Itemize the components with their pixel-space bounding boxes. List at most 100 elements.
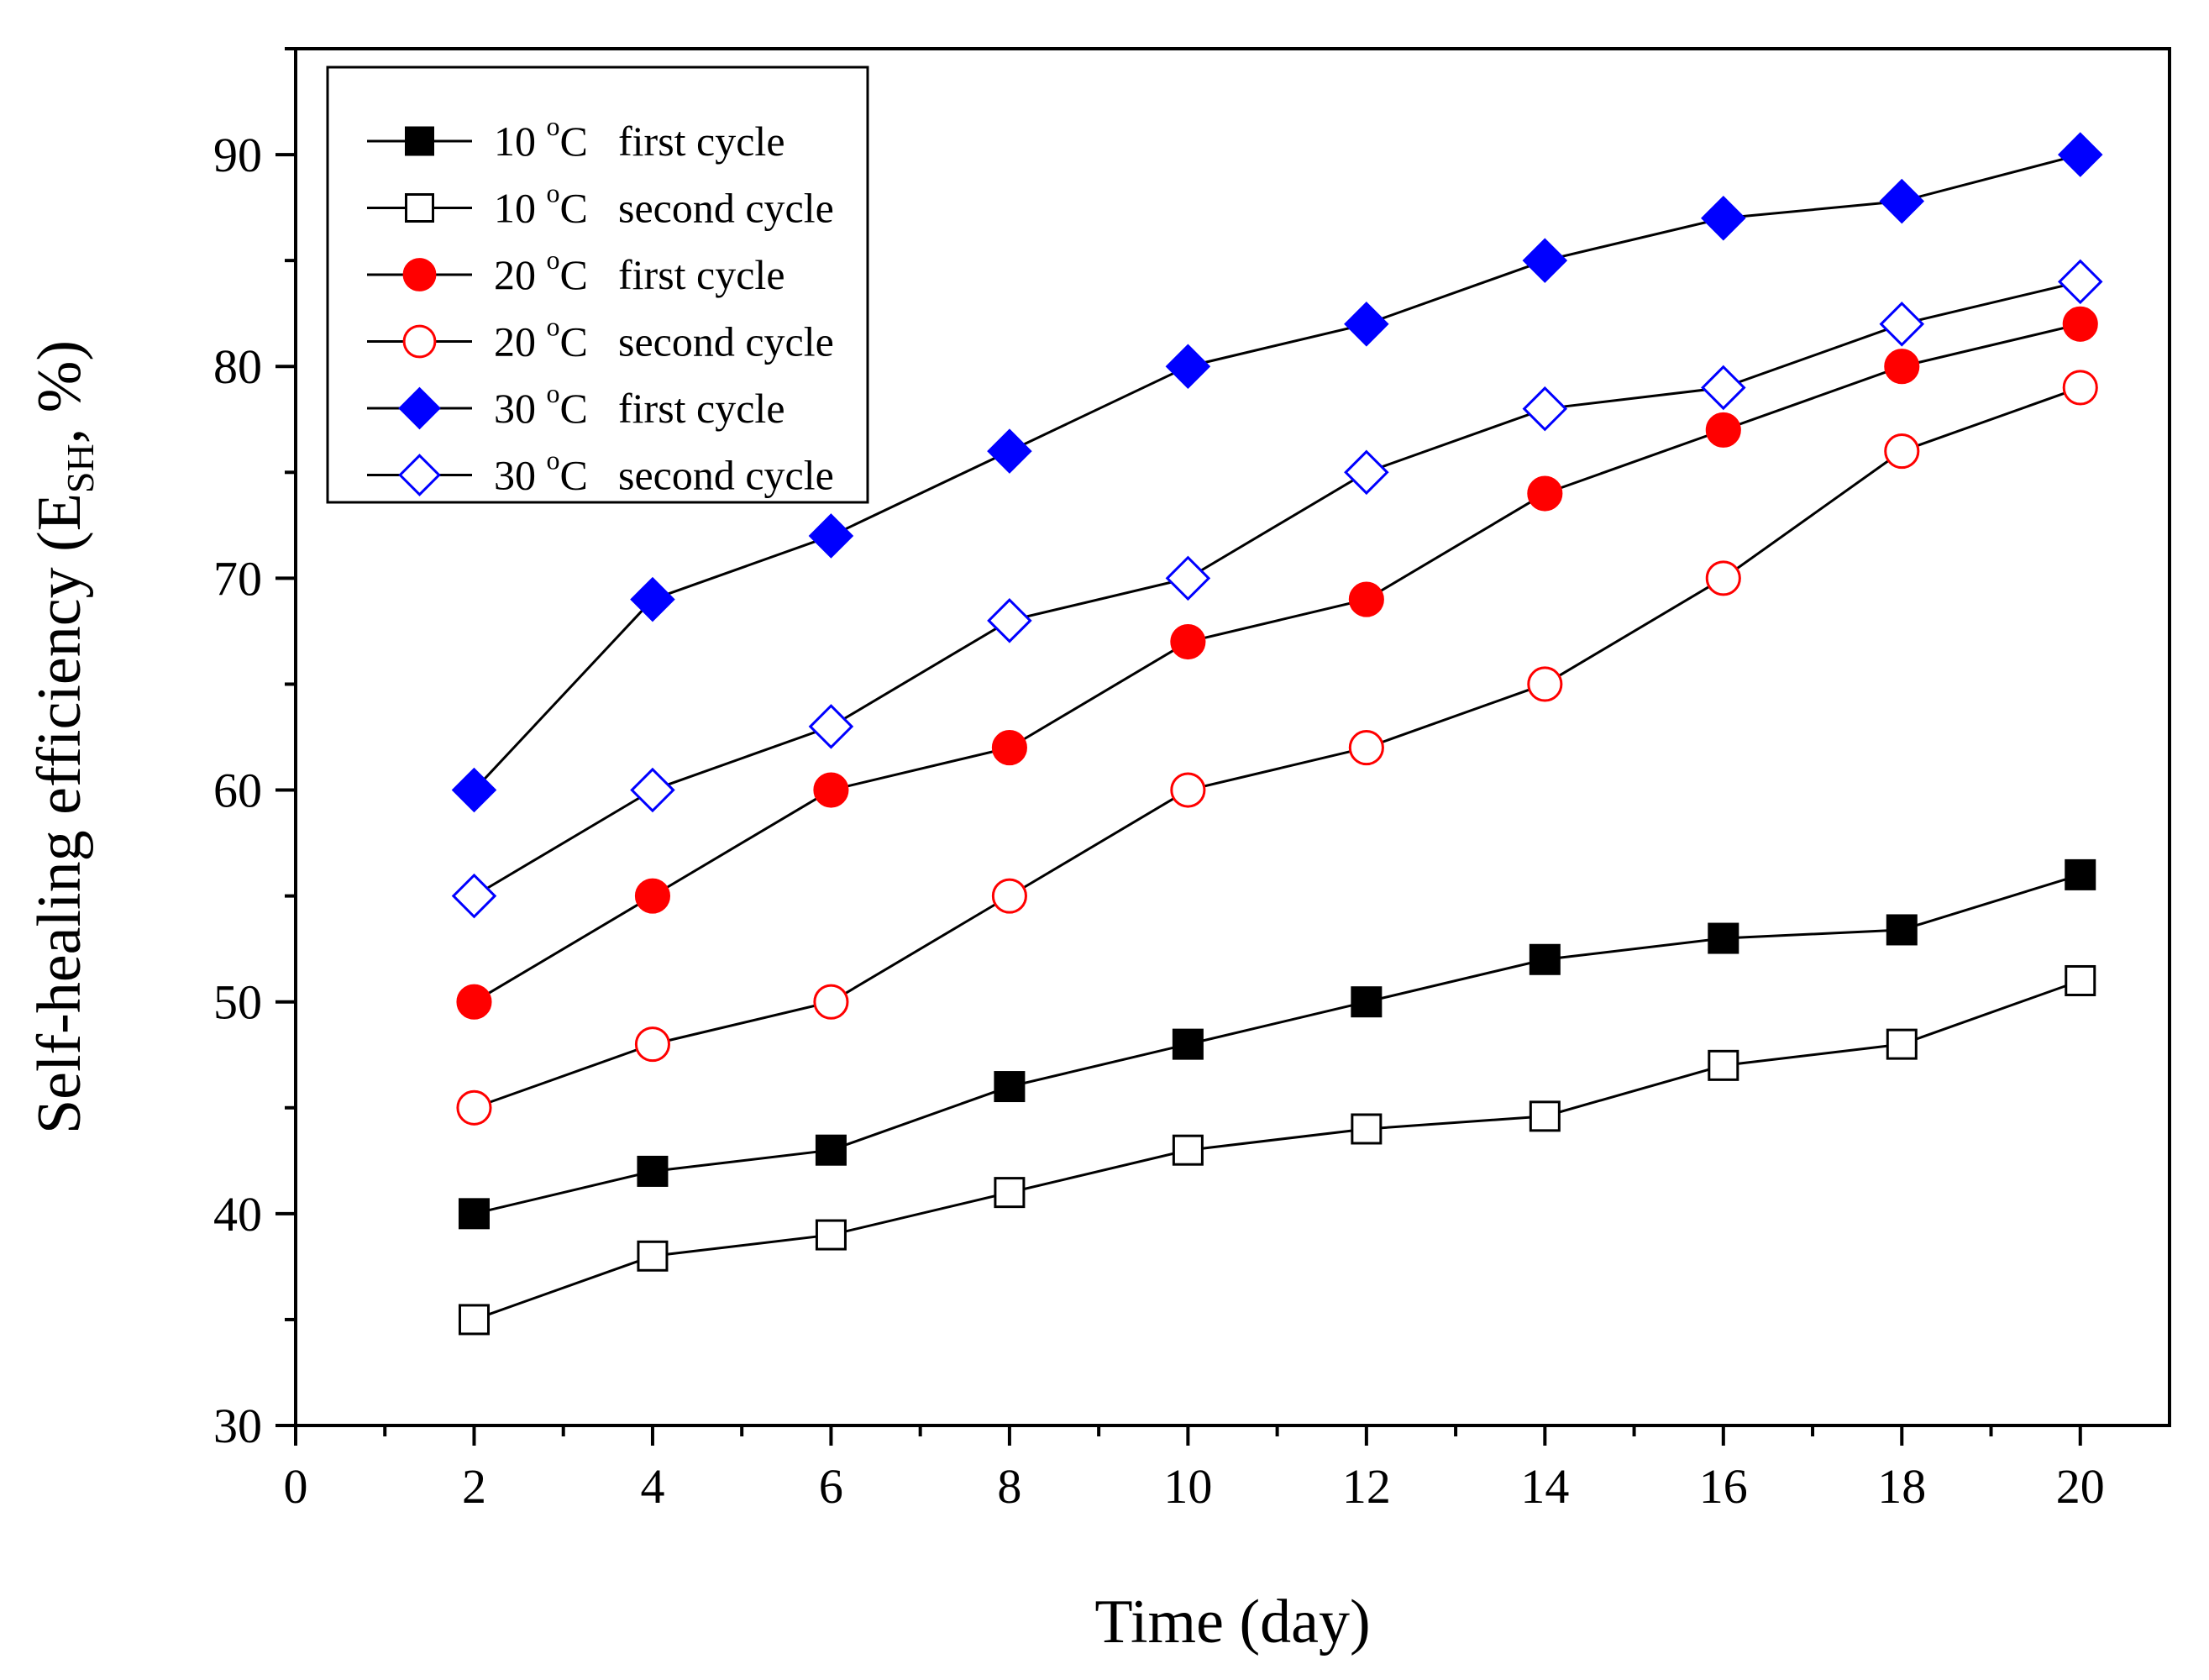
data-point: [1884, 433, 1920, 470]
data-point: [2062, 306, 2098, 342]
x-tick-label: 12: [1342, 1459, 1391, 1514]
series-line: [474, 873, 2081, 1215]
data-point: [1351, 1113, 1383, 1145]
legend-item: 30 oC second cycle: [367, 445, 834, 499]
data-point: [1344, 449, 1389, 496]
data-point: [987, 428, 1032, 474]
legend-label: 20 oC second cycle: [494, 312, 834, 365]
data-point: [813, 984, 849, 1020]
data-point: [994, 1177, 1026, 1209]
legend-item: 10 oC second cycle: [367, 178, 834, 232]
y-tick-label: 50: [213, 975, 262, 1030]
data-point: [1879, 302, 1925, 347]
data-point: [630, 767, 675, 813]
data-point: [1886, 914, 1918, 946]
data-point: [1708, 1049, 1739, 1081]
legend-marker: [405, 193, 434, 223]
data-point: [458, 1304, 490, 1336]
y-tick-label: 60: [213, 764, 262, 818]
data-point: [1522, 238, 1568, 283]
data-point: [1348, 581, 1384, 617]
legend: 10 oC first cycle 10 oC second cycle 20 oC fi…: [326, 66, 869, 504]
data-point: [634, 878, 671, 914]
x-tick-label: 18: [1877, 1459, 1926, 1514]
data-point: [815, 1134, 847, 1166]
data-point: [987, 598, 1032, 643]
y-axis-title: Self-healing efficiency (ESH, %): [25, 340, 102, 1134]
legend-marker: [398, 386, 441, 430]
data-point: [994, 1071, 1026, 1103]
legend-label: 10 oC second cycle: [494, 178, 834, 232]
x-tick-label: 14: [1520, 1459, 1569, 1514]
data-point: [1527, 666, 1563, 702]
series-line: [473, 280, 2081, 897]
legend-label: 20 oC first cycle: [494, 244, 785, 298]
y-tick-label: 40: [213, 1187, 262, 1242]
legend-item: 30 oC first cycle: [367, 378, 785, 432]
data-point: [1884, 349, 1920, 385]
plot-frame: [294, 47, 2171, 1427]
y-tick-label: 30: [213, 1399, 262, 1453]
axes: 0 2 4 6 8 10 12 14 16 18 20 30 40 50 60 70 80 90: [213, 47, 2171, 1514]
series-line: [473, 323, 2081, 1003]
x-tick-label: 16: [1699, 1459, 1748, 1514]
series-6: [451, 259, 2103, 919]
data-point: [456, 984, 492, 1020]
data-point: [1165, 555, 1211, 601]
data-point: [1172, 1028, 1204, 1060]
data-point: [1529, 943, 1561, 975]
x-tick-label: 6: [819, 1459, 843, 1514]
legend-item: 20 oC first cycle: [367, 244, 785, 298]
data-point: [1701, 365, 1746, 411]
data-point: [1170, 623, 1206, 660]
data-point: [808, 704, 854, 749]
data-point: [991, 730, 1027, 766]
data-point: [1529, 1100, 1561, 1132]
y-tick-label: 90: [213, 128, 262, 182]
data-point: [2057, 259, 2103, 305]
data-point: [630, 576, 675, 622]
data-point: [1705, 412, 1741, 448]
x-tick-label: 4: [640, 1459, 664, 1514]
series-line: [473, 153, 2081, 791]
data-point: [1165, 344, 1211, 390]
data-point: [1348, 730, 1384, 766]
data-point: [1351, 986, 1383, 1018]
data-point: [1527, 475, 1563, 512]
x-axis-title: Time (day): [1094, 1588, 1370, 1656]
series-line: [473, 979, 2081, 1321]
legend-item: 20 oC second cycle: [367, 312, 834, 365]
x-tick-label: 0: [284, 1459, 308, 1514]
legend-label: 10 oC first cycle: [494, 111, 785, 165]
legend-label: 30 oC first cycle: [494, 378, 785, 432]
data-point: [2057, 132, 2103, 177]
legend-marker: [398, 454, 441, 496]
legend-marker: [402, 258, 437, 291]
data-point: [1170, 772, 1206, 808]
data-point: [991, 878, 1027, 914]
legend-marker: [402, 324, 437, 359]
data-point: [1705, 560, 1741, 596]
legend-label: 30 oC second cycle: [494, 445, 834, 499]
data-point: [1344, 302, 1389, 347]
data-point: [808, 513, 854, 559]
data-point: [1708, 922, 1739, 954]
data-point: [451, 767, 497, 813]
x-tick-label: 8: [997, 1459, 1021, 1514]
series-layer: [451, 132, 2103, 1336]
data-point: [458, 1198, 490, 1230]
data-point: [1879, 178, 1925, 224]
data-point: [451, 873, 497, 919]
legend-marker: [405, 126, 434, 156]
x-tick-label: 10: [1163, 1459, 1212, 1514]
data-point: [2062, 370, 2098, 406]
series-3: [456, 306, 2098, 1020]
data-point: [1886, 1028, 1918, 1060]
data-point: [1701, 195, 1746, 241]
data-point: [815, 1219, 847, 1251]
data-point: [813, 772, 849, 808]
data-point: [637, 1240, 669, 1272]
series-2: [458, 964, 2096, 1336]
series-1: [458, 858, 2096, 1230]
